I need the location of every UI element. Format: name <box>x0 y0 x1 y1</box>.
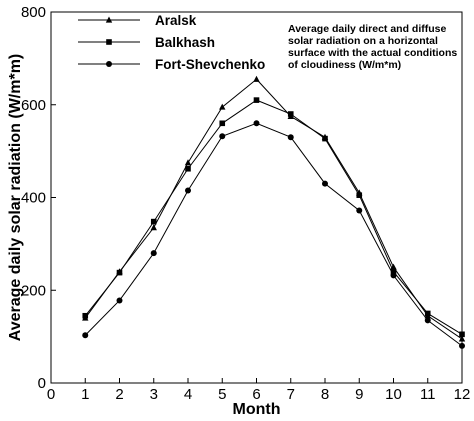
y-tick-label: 800 <box>21 4 46 21</box>
data-point <box>356 207 363 214</box>
legend-label: Aralsk <box>155 13 197 28</box>
series-balkhash <box>82 97 465 338</box>
data-point <box>390 268 397 275</box>
data-point <box>287 111 294 117</box>
x-tick-label: 11 <box>420 386 436 403</box>
legend-label: Fort-Shevchenko <box>155 57 265 72</box>
x-tick-label: 6 <box>252 386 260 403</box>
data-point <box>287 134 294 141</box>
data-point <box>219 103 226 110</box>
x-tick-label: 12 <box>454 386 471 403</box>
x-tick-label: 7 <box>287 386 295 403</box>
annotation-line-1: Average daily direct and diffuse <box>288 23 446 35</box>
x-tick-label: 10 <box>385 386 402 403</box>
legend-entry: Aralsk <box>78 13 197 28</box>
data-point <box>219 133 226 140</box>
data-point <box>82 332 89 339</box>
x-axis-title: Month <box>233 401 281 418</box>
y-axis-title: Average daily solar radiation (W/m*m) <box>7 54 24 341</box>
data-point <box>185 187 191 194</box>
data-point <box>458 335 466 342</box>
y-tick-label: 200 <box>21 282 46 299</box>
data-point <box>356 192 363 198</box>
series-line <box>84 99 463 335</box>
data-point <box>459 342 465 349</box>
data-point <box>219 120 226 127</box>
data-point <box>459 331 465 338</box>
data-point <box>390 272 397 279</box>
legend: Aralsk Balkhash Fort-Shevchenko <box>78 13 265 72</box>
x-tick-label: 4 <box>184 386 192 403</box>
data-point <box>253 120 260 127</box>
annotation-line-2: solar radiation on a horizontal <box>288 35 438 47</box>
x-tick-label: 8 <box>321 386 329 403</box>
annotation-line-4: of cloudiness (W/m*m) <box>288 59 401 71</box>
data-point <box>185 165 191 172</box>
data-point <box>116 269 123 276</box>
data-point <box>150 250 157 257</box>
series-fort-shevchenko <box>82 120 465 349</box>
x-tick-label: 5 <box>218 386 226 403</box>
data-point <box>424 317 431 324</box>
y-tick-label: 600 <box>21 97 46 114</box>
x-tick-label: 1 <box>81 386 89 403</box>
data-point <box>322 135 328 142</box>
legend-marker <box>106 61 112 67</box>
legend-entry: Balkhash <box>78 35 215 50</box>
data-point <box>253 97 260 103</box>
data-point <box>82 312 89 319</box>
legend-marker <box>106 39 112 45</box>
x-tick-label: 3 <box>150 386 158 403</box>
legend-marker <box>105 16 113 23</box>
x-tick-label: 0 <box>47 386 55 403</box>
data-point <box>253 75 260 82</box>
data-point <box>116 297 123 304</box>
data-point <box>184 159 192 166</box>
x-tick-label: 9 <box>355 386 363 403</box>
series-layer <box>82 75 466 349</box>
annotation-line-3: surface with the actual conditions <box>288 47 457 59</box>
x-tick-label: 2 <box>115 386 123 403</box>
data-point <box>424 310 431 317</box>
data-point <box>150 218 157 225</box>
data-point <box>150 224 157 231</box>
y-tick-label: 400 <box>21 190 46 207</box>
series-line <box>84 78 463 340</box>
legend-label: Balkhash <box>155 35 215 50</box>
y-tick-label: 0 <box>38 375 46 392</box>
legend-entry: Fort-Shevchenko <box>78 57 265 72</box>
series-line <box>84 122 463 347</box>
data-point <box>322 180 328 187</box>
series-aralsk <box>82 75 466 342</box>
